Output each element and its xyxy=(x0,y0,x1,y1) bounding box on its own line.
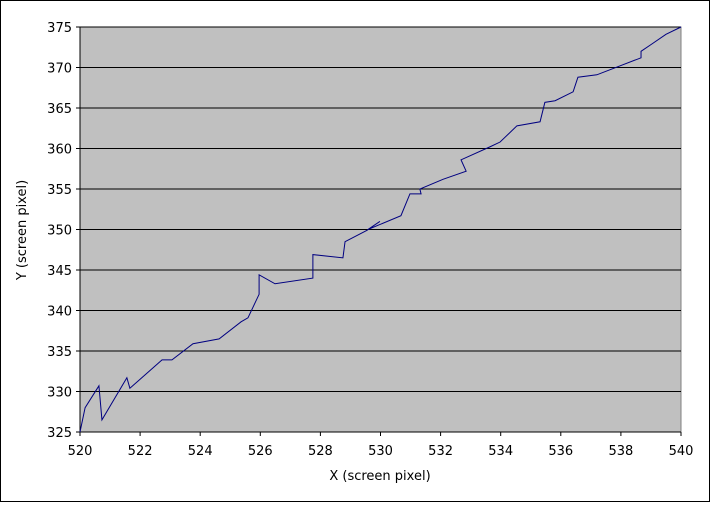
y-tick-label: 340 xyxy=(47,305,72,320)
x-tick-label: 522 xyxy=(128,444,153,459)
y-tick-label: 350 xyxy=(47,224,72,239)
y-tick-label: 365 xyxy=(47,102,72,117)
x-tick-label: 526 xyxy=(248,444,273,459)
y-tick-label: 330 xyxy=(47,386,72,401)
x-tick-label: 534 xyxy=(488,444,513,459)
x-tick-label: 536 xyxy=(548,444,573,459)
x-tick-label: 540 xyxy=(669,444,694,459)
y-tick-label: 355 xyxy=(47,183,72,198)
x-tick-label: 528 xyxy=(308,444,333,459)
y-tick-label: 360 xyxy=(47,143,72,158)
x-tick-label: 538 xyxy=(608,444,633,459)
y-tick-label: 325 xyxy=(47,426,72,441)
x-tick-label: 532 xyxy=(428,444,453,459)
x-tick-label: 524 xyxy=(188,444,213,459)
data-line xyxy=(79,26,682,433)
x-tick-label: 520 xyxy=(68,444,93,459)
y-axis-label: Y (screen pixel) xyxy=(15,180,30,281)
y-tick-label: 375 xyxy=(47,21,72,36)
x-tick-label: 530 xyxy=(368,444,393,459)
x-axis-label: X (screen pixel) xyxy=(329,469,430,484)
y-tick-label: 345 xyxy=(47,264,72,279)
y-tick-label: 335 xyxy=(47,345,72,360)
y-tick-label: 370 xyxy=(47,62,72,77)
